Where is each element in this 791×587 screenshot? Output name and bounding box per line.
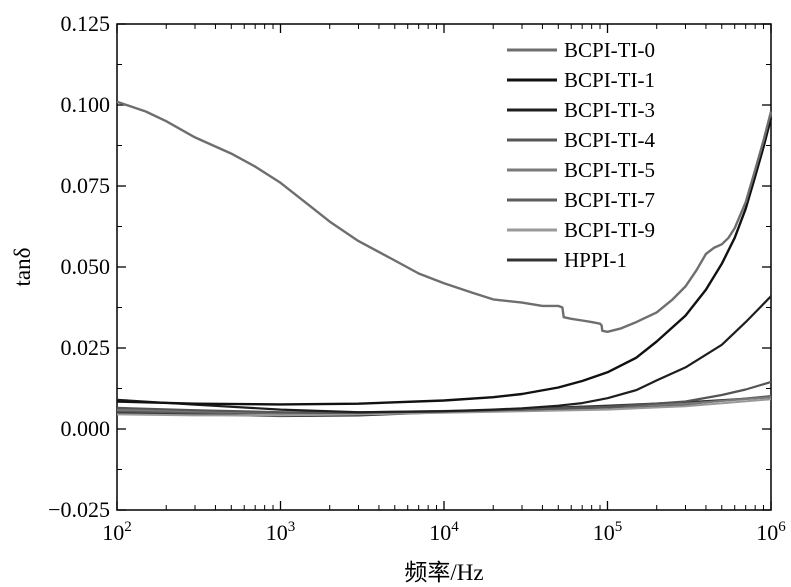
x-tick-base: 10 [102, 520, 124, 545]
plot-frame [116, 23, 772, 511]
x-tick-exponent: 3 [288, 519, 296, 535]
x-tick-base: 10 [756, 520, 778, 545]
series-line-bcpi-ti-1 [116, 117, 773, 406]
legend-label: BCPI-TI-0 [564, 38, 655, 62]
x-tick-label: 105 [593, 519, 623, 545]
x-tick-exponent: 4 [451, 519, 459, 535]
y-tick-label: 0.000 [61, 416, 111, 441]
legend: BCPI-TI-0 BCPI-TI-1 BCPI-TI-3 BCPI-TI-4 BCPI… [507, 38, 655, 272]
y-tick-label: 0.100 [61, 92, 111, 117]
series-line-bcpi-ti-4 [116, 380, 772, 414]
series-line-bcpi-ti-0 [116, 100, 773, 333]
x-tick-base: 10 [266, 520, 288, 545]
y-tick-label: 0.025 [61, 335, 111, 360]
legend-label: HPPI-1 [564, 248, 627, 272]
series-line-bcpi-ti-9 [116, 398, 772, 417]
y-tick-label: −0.025 [48, 497, 110, 522]
x-tick-label: 102 [102, 519, 132, 545]
x-tick-label: 103 [266, 519, 296, 545]
legend-label: BCPI-TI-1 [564, 68, 655, 92]
x-tick-label: 106 [756, 519, 786, 545]
y-tick-label: 0.050 [61, 254, 111, 279]
legend-label: BCPI-TI-5 [564, 158, 655, 182]
legend-label: BCPI-TI-4 [564, 128, 655, 152]
series-lines [116, 100, 773, 418]
x-tick-exponent: 2 [124, 519, 132, 535]
y-axis-title: tanδ [10, 248, 35, 287]
x-tick-label: 104 [429, 519, 459, 545]
y-tick-label: 0.075 [61, 173, 111, 198]
legend-label: BCPI-TI-9 [564, 218, 655, 242]
y-tick-label: 0.125 [61, 11, 111, 36]
x-tick-base: 10 [429, 520, 451, 545]
axis-ticks: 102 103 104 105 1060.1250.1000.0750.0500.025… [48, 11, 786, 545]
x-tick-base: 10 [593, 520, 615, 545]
series-line-bcpi-ti-3 [116, 295, 772, 414]
legend-label: BCPI-TI-7 [564, 188, 655, 212]
x-tick-exponent: 6 [778, 519, 786, 535]
legend-label: BCPI-TI-3 [564, 98, 655, 122]
x-tick-exponent: 5 [615, 519, 623, 535]
x-axis-title: 频率/Hz [404, 560, 483, 585]
